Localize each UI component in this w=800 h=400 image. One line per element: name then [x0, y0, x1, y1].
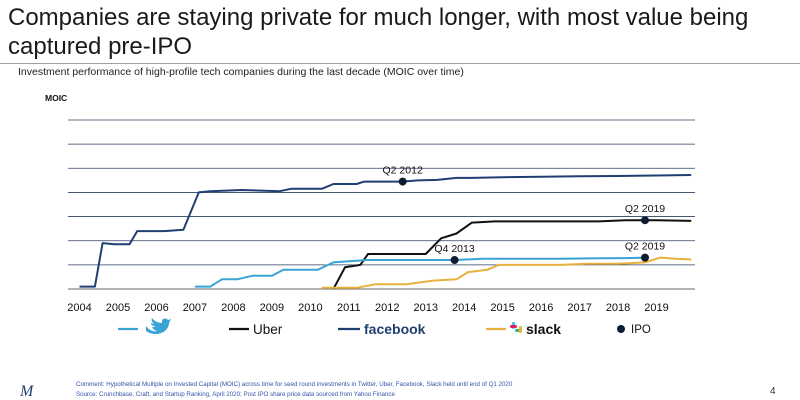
x-tick-label: 2013 — [413, 302, 437, 314]
x-tick-label: 2008 — [221, 302, 245, 314]
x-tick-label: 2016 — [529, 302, 553, 314]
page-title: Companies are staying private for much l… — [8, 4, 749, 60]
chart-legend: Uber facebook slack IPO — [118, 318, 651, 337]
ipo-marker-uber — [640, 216, 649, 225]
x-tick-label: 2015 — [490, 302, 514, 314]
y-axis-label: MOIC — [45, 93, 67, 103]
ipo-annotations: Q2 2012 Q4 2013 Q2 2019 Q2 2019 — [383, 165, 665, 265]
legend-item-ipo: IPO — [617, 324, 651, 336]
x-tick-label: 2014 — [452, 302, 476, 314]
uber-wordmark-icon: Uber — [253, 322, 283, 337]
title-divider — [0, 63, 800, 64]
footnote: Comment: Hypothetical Multiple on Invest… — [76, 380, 512, 400]
series-line-twitter — [194, 256, 649, 288]
facebook-wordmark-icon: facebook — [364, 321, 426, 337]
x-tick-label: 2010 — [298, 302, 322, 314]
ipo-label-slack: Q2 2019 — [625, 241, 665, 253]
x-tick-label: 2009 — [260, 302, 284, 314]
series-line-slack — [321, 256, 692, 289]
x-axis-ticks: 2004 2005 2006 2007 2008 2009 2010 2011 2012 2013… — [67, 302, 668, 314]
legend-ipo-marker — [617, 325, 625, 333]
twitter-bird-icon — [146, 318, 171, 334]
legend-label-ipo: IPO — [631, 324, 651, 336]
footnote-comment: Comment: Hypothetical Multiple on Invest… — [76, 381, 513, 388]
x-tick-label: 2012 — [375, 302, 399, 314]
slack-logo-icon — [510, 322, 522, 333]
chart-subtitle: Investment performance of high-profile t… — [18, 66, 464, 78]
ipo-label-twitter: Q4 2013 — [434, 243, 474, 255]
x-tick-label: 2004 — [67, 302, 91, 314]
ipo-label-uber: Q2 2019 — [625, 203, 665, 215]
legend-label-slack: slack — [526, 321, 561, 337]
footnote-source: Source: Crunchbase, Craft, and Startup R… — [76, 391, 395, 398]
x-tick-label: 2019 — [644, 302, 668, 314]
ipo-marker-slack — [640, 253, 649, 262]
x-tick-label: 2018 — [606, 302, 630, 314]
x-tick-label: 2006 — [144, 302, 168, 314]
ipo-marker-twitter — [450, 256, 459, 265]
moic-line-chart: MOIC 2004 2005 2006 2007 2008 2009 2010 2011 201… — [45, 93, 695, 337]
series-line-facebook — [79, 174, 692, 288]
x-tick-label: 2017 — [567, 302, 591, 314]
ipo-marker-facebook — [398, 177, 407, 186]
legend-item-uber: Uber — [229, 322, 283, 337]
legend-item-slack: slack — [486, 321, 561, 337]
grid-lines — [68, 119, 695, 290]
page-number: 4 — [770, 386, 776, 397]
legend-item-twitter — [118, 318, 171, 334]
x-tick-label: 2011 — [337, 302, 361, 314]
series-lines — [79, 174, 692, 290]
ipo-label-facebook: Q2 2012 — [383, 165, 423, 177]
brand-logo-icon: M — [20, 383, 35, 398]
x-tick-label: 2005 — [106, 302, 130, 314]
series-line-uber — [332, 219, 692, 290]
brand-logo-glyph: M — [20, 383, 35, 398]
x-tick-label: 2007 — [183, 302, 207, 314]
legend-item-facebook: facebook — [338, 321, 426, 337]
